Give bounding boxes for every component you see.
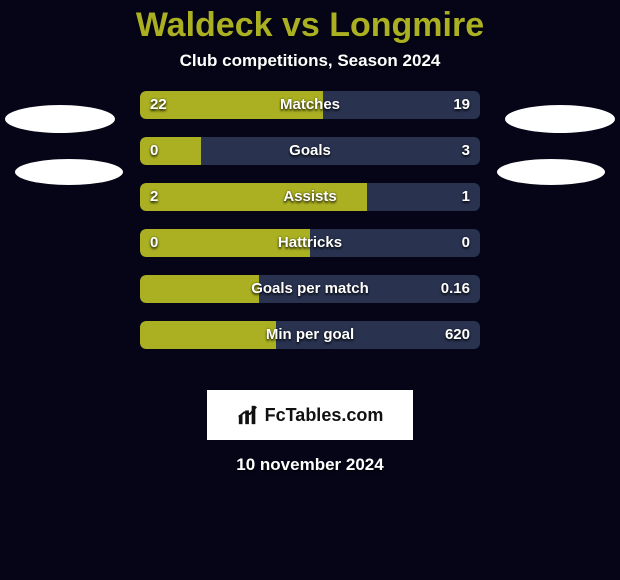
stat-bar-left-segment bbox=[140, 91, 323, 119]
stat-bar-right-segment bbox=[310, 229, 480, 257]
stat-bar: 21Assists bbox=[140, 183, 480, 211]
subtitle: Club competitions, Season 2024 bbox=[0, 51, 620, 71]
stat-bars: 2219Matches03Goals21Assists00Hattricks0.… bbox=[140, 91, 480, 367]
brand-badge: FcTables.com bbox=[207, 390, 413, 440]
stat-value-left: 2 bbox=[150, 183, 158, 211]
left-player-avatar-2 bbox=[15, 159, 123, 185]
stat-bar: 620Min per goal bbox=[140, 321, 480, 349]
stat-bar-left-segment bbox=[140, 183, 367, 211]
stat-bar: 2219Matches bbox=[140, 91, 480, 119]
stat-bar-right-segment bbox=[201, 137, 480, 165]
stat-value-left: 0 bbox=[150, 137, 158, 165]
footer-date: 10 november 2024 bbox=[0, 455, 620, 475]
brand-logo-icon bbox=[237, 404, 259, 426]
right-player-avatar-1 bbox=[505, 105, 615, 133]
stat-value-left: 0 bbox=[150, 229, 158, 257]
stat-value-right: 0.16 bbox=[441, 275, 470, 303]
stat-bar-left-segment bbox=[140, 275, 259, 303]
stat-value-right: 620 bbox=[445, 321, 470, 349]
stat-bar: 03Goals bbox=[140, 137, 480, 165]
stat-bar: 00Hattricks bbox=[140, 229, 480, 257]
stat-value-right: 19 bbox=[453, 91, 470, 119]
stat-value-right: 1 bbox=[462, 183, 470, 211]
brand-text: FcTables.com bbox=[265, 405, 384, 426]
page-title: Waldeck vs Longmire bbox=[0, 0, 620, 45]
stat-value-left: 22 bbox=[150, 91, 167, 119]
left-player-avatar-1 bbox=[5, 105, 115, 133]
stat-bar-left-segment bbox=[140, 321, 276, 349]
right-player-avatar-2 bbox=[497, 159, 605, 185]
stat-value-right: 3 bbox=[462, 137, 470, 165]
stat-value-right: 0 bbox=[462, 229, 470, 257]
stat-bar-left-segment bbox=[140, 229, 310, 257]
stat-bar: 0.16Goals per match bbox=[140, 275, 480, 303]
